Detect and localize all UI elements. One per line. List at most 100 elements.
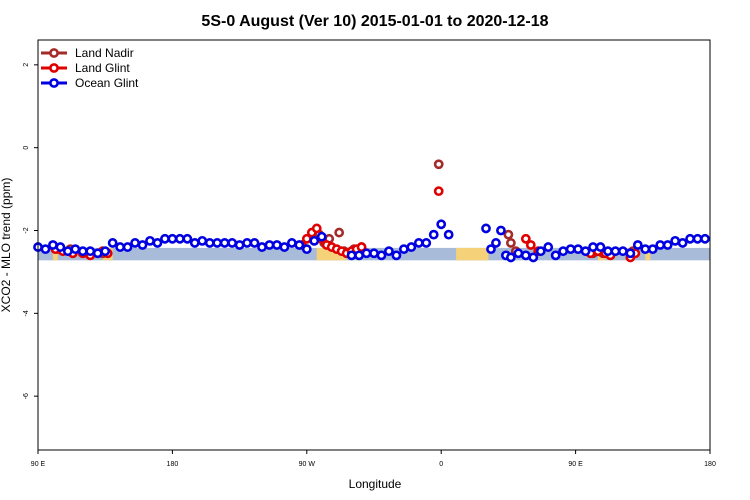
data-point (481, 223, 491, 234)
y-tick-label: -6 (23, 393, 30, 399)
data-point (100, 246, 111, 257)
data-point (316, 231, 327, 242)
data-point (513, 248, 524, 259)
data-point (62, 246, 73, 257)
data-point (55, 242, 66, 252)
data-point (413, 238, 424, 248)
data-point (92, 248, 103, 259)
data-point (565, 244, 576, 255)
data-point (391, 250, 402, 261)
data-point (152, 238, 163, 248)
data-point (398, 244, 409, 255)
x-tick-label: 0 (439, 461, 443, 468)
data-point (204, 238, 215, 248)
data-point (700, 233, 710, 244)
data-point (234, 240, 245, 250)
data-point (48, 240, 58, 250)
plot-frame (37, 39, 711, 451)
data-point (670, 235, 681, 246)
data-point (354, 250, 364, 261)
data-point (433, 159, 444, 170)
legend-item: Land Glint (41, 61, 130, 75)
data-point (491, 238, 501, 248)
x-tick-label: 90 E (31, 461, 46, 468)
data-point (558, 246, 569, 257)
y-tick-label: 0 (23, 146, 30, 150)
data-point (219, 238, 230, 248)
data-point (77, 246, 88, 257)
data-point (279, 242, 290, 252)
data-point (286, 238, 297, 248)
y-tick-label: 2 (23, 63, 30, 67)
data-point (160, 233, 170, 244)
data-point (40, 244, 51, 255)
data-point (107, 238, 118, 248)
data-point (595, 242, 606, 252)
data-point (182, 233, 193, 244)
data-point (550, 250, 561, 261)
y-tick-label: -2 (23, 227, 30, 233)
data-point (610, 246, 621, 257)
data-point (272, 240, 282, 250)
data-point (174, 233, 185, 244)
data-point (294, 240, 305, 250)
data-point (496, 225, 506, 236)
data-point (433, 186, 444, 197)
data-point (421, 238, 432, 248)
legend-item: Land Nadir (41, 46, 134, 60)
data-point (580, 246, 591, 257)
data-point (85, 246, 96, 257)
data-point (588, 242, 598, 252)
data-point (543, 242, 554, 252)
legend-label: Land Glint (75, 61, 130, 75)
data-point (443, 229, 454, 240)
data-point (301, 244, 312, 255)
y-axis-ticks: 2 0 -2 -4 -6 (23, 63, 38, 399)
data-point (486, 244, 496, 255)
data-point (520, 233, 531, 244)
x-tick-label: 180 (704, 461, 716, 468)
data-points (33, 159, 710, 263)
data-point (685, 233, 695, 244)
legend-label: Ocean Glint (75, 76, 139, 90)
data-point (249, 238, 260, 248)
data-point (647, 244, 658, 255)
land-band-segment (52, 247, 58, 261)
data-point (525, 240, 536, 250)
data-point (122, 242, 133, 252)
data-point (189, 238, 200, 248)
data-point (677, 238, 688, 248)
data-point (640, 244, 651, 255)
data-point (264, 240, 275, 250)
data-point (334, 227, 345, 238)
data-point (227, 238, 238, 248)
data-point (242, 238, 252, 248)
data-point (528, 252, 539, 263)
data-point (632, 240, 643, 250)
legend-marker (49, 63, 59, 73)
data-point (436, 219, 447, 230)
data-point (70, 244, 81, 255)
chart-title: 5S-0 August (Ver 10) 2015-01-01 to 2020-… (201, 13, 548, 30)
legend-marker (49, 48, 59, 58)
data-point (309, 235, 320, 246)
data-point (406, 242, 417, 252)
data-point (428, 229, 439, 240)
data-point (603, 246, 613, 257)
y-axis-label: XCO2 - MLO trend (ppm) (0, 178, 13, 313)
data-point (625, 248, 636, 259)
x-axis-label: Longitude (349, 477, 402, 491)
data-point (369, 248, 379, 259)
legend-marker (49, 78, 59, 88)
data-point (212, 238, 223, 248)
data-point (662, 240, 673, 250)
legend-label: Land Nadir (75, 46, 134, 60)
data-point (520, 250, 531, 261)
data-point (356, 242, 367, 252)
data-point (145, 235, 155, 246)
data-point (257, 242, 267, 252)
data-point (655, 240, 666, 250)
data-point (137, 240, 148, 250)
